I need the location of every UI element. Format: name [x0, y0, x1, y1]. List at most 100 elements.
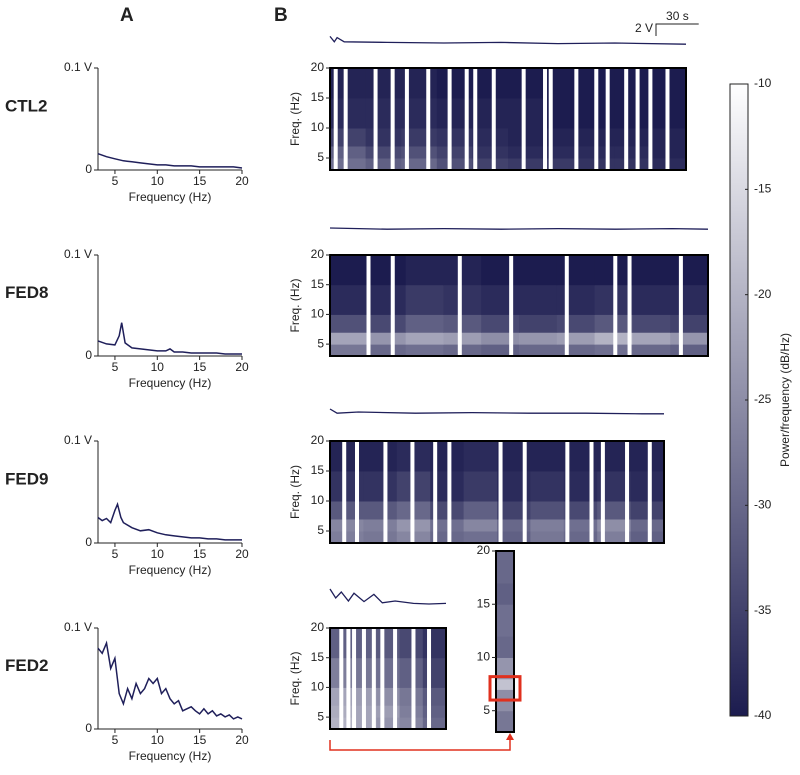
y-tick-label: 15: [311, 463, 325, 477]
gap: [509, 255, 514, 356]
heatmap-cell: [399, 717, 424, 730]
y-tick-label: 0.1 V: [64, 60, 92, 74]
heatmap-cell: [519, 332, 558, 345]
heatmap-cell: [363, 441, 398, 472]
gap: [564, 255, 569, 356]
x-tick-label: 15: [193, 733, 207, 747]
panel-label: A: [120, 5, 134, 26]
heatmap-cell: [614, 98, 651, 129]
gap: [366, 255, 371, 356]
heatmap-cell: [463, 471, 498, 502]
heatmap-cell: [463, 441, 498, 472]
x-tick-label: 15: [193, 547, 207, 561]
column-cell: [496, 582, 514, 605]
heatmap-cell: [443, 344, 482, 357]
x-tick-label: 20: [235, 174, 249, 188]
gap: [355, 441, 360, 543]
heatmap-cell: [497, 501, 531, 520]
heatmap-cell: [519, 284, 558, 315]
heatmap-cell: [363, 519, 398, 532]
heatmap-cell: [670, 344, 709, 357]
y-tick-label: 5: [483, 703, 490, 717]
z-tick-label: -25: [754, 392, 772, 406]
heatmap-cell: [443, 284, 482, 315]
y-tick-label: 10: [311, 120, 325, 134]
gap: [625, 441, 630, 543]
heatmap-cell: [632, 284, 671, 315]
heatmap-cell: [508, 68, 545, 99]
heatmap-cell: [530, 441, 565, 472]
gap: [427, 628, 432, 729]
gap: [548, 68, 553, 170]
gap: [371, 628, 376, 729]
heatmap-cell: [463, 501, 498, 520]
heatmap-cell: [463, 519, 498, 532]
gap: [404, 68, 409, 170]
heatmap-cell: [556, 255, 596, 286]
x-tick-label: 10: [151, 174, 165, 188]
heatmap-cell: [632, 344, 671, 357]
y-axis-label: Freq. (Hz): [288, 278, 302, 332]
gap: [498, 441, 503, 543]
gap: [410, 441, 415, 543]
heatmap-cell: [367, 344, 407, 357]
y-tick-label: 10: [311, 680, 325, 694]
z-tick-label: -15: [754, 182, 772, 196]
row-label: FED8: [5, 283, 48, 302]
heatmap-cell: [399, 657, 424, 688]
y-axis-label: Freq. (Hz): [288, 651, 302, 705]
column-cell: [496, 710, 514, 733]
y-tick-label: 15: [477, 596, 491, 610]
spectrum-line: [97, 322, 242, 355]
heatmap-cell: [632, 255, 671, 286]
gap: [333, 68, 338, 170]
heatmap-cell: [597, 531, 632, 544]
x-tick-label: 10: [151, 733, 165, 747]
y-tick-label: 20: [311, 433, 325, 447]
y-tick-label: 0.1 V: [64, 620, 92, 634]
gap: [647, 441, 652, 543]
scale-label: 30 s: [666, 9, 689, 23]
gap: [635, 68, 640, 170]
heatmap-cell: [365, 68, 402, 99]
colorbar-label: Power/frequency (dB/Hz): [778, 333, 792, 467]
heatmap-cell: [330, 314, 369, 333]
arrow: [329, 738, 511, 751]
highlight-box: [488, 675, 522, 702]
z-tick-label: -30: [754, 498, 772, 512]
column-cell: [496, 636, 514, 658]
gap: [589, 441, 594, 543]
y-tick-label: 10: [477, 650, 491, 664]
heatmap-cell: [481, 255, 520, 286]
heatmap-cell: [330, 146, 367, 159]
heatmap-cell: [556, 332, 596, 345]
y-tick-label: 0.1 V: [64, 247, 92, 261]
y-tick-label: 20: [477, 543, 491, 557]
heatmap-cell: [430, 501, 465, 520]
gap: [457, 255, 462, 356]
heatmap-cell: [443, 314, 482, 333]
heatmap-cell: [330, 284, 369, 315]
y-tick-label: 20: [311, 247, 325, 261]
y-tick-label: 0: [85, 162, 92, 176]
x-axis-label: Frequency (Hz): [129, 190, 212, 204]
gap: [361, 628, 366, 729]
y-tick-label: 5: [317, 150, 324, 164]
heatmap-cell: [630, 531, 665, 544]
scale-bar: [655, 23, 699, 36]
heatmap-cell: [363, 531, 398, 544]
trace: [329, 35, 687, 45]
heatmap-cell: [330, 128, 367, 147]
frame: [329, 254, 709, 357]
y-tick-label: 20: [311, 620, 325, 634]
gap: [521, 68, 526, 170]
spectrum-line: [97, 501, 242, 541]
z-tick-label: -10: [754, 76, 772, 90]
heatmap-cell: [330, 255, 369, 286]
gap: [373, 68, 378, 170]
heatmap-cell: [367, 284, 407, 315]
heatmap-cell: [519, 255, 558, 286]
x-tick-label: 15: [193, 360, 207, 374]
y-tick-label: 10: [311, 493, 325, 507]
heatmap-cell: [670, 255, 709, 286]
